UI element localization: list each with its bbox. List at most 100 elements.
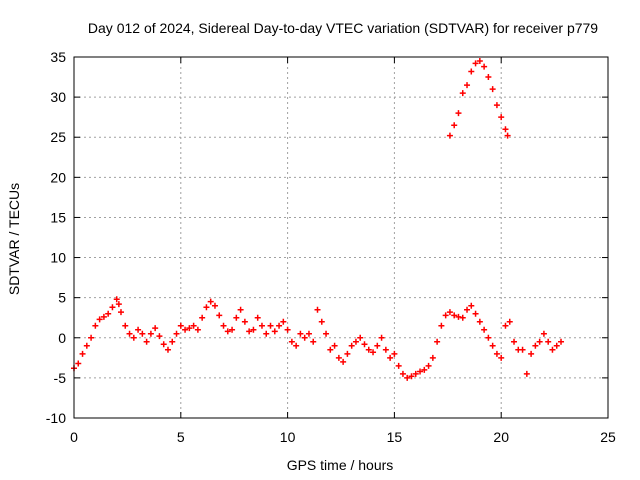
x-tick-label: 5: [177, 429, 185, 445]
data-point: [523, 370, 530, 377]
data-point: [489, 86, 496, 93]
data-point: [425, 362, 432, 369]
data-point: [143, 338, 150, 345]
data-point: [229, 326, 236, 333]
data-point: [276, 322, 283, 329]
data-point: [417, 368, 424, 375]
data-point: [152, 325, 159, 332]
data-point: [481, 326, 488, 333]
y-tick-label: 0: [58, 330, 66, 346]
data-point: [472, 60, 479, 67]
data-point: [344, 350, 351, 357]
data-point: [280, 318, 287, 325]
data-point: [395, 362, 402, 369]
y-tick-label: 5: [58, 290, 66, 306]
data-point: [481, 63, 488, 70]
data-point: [442, 312, 449, 319]
data-point: [288, 338, 295, 345]
data-point: [374, 342, 381, 349]
data-point: [489, 342, 496, 349]
data-point: [434, 338, 441, 345]
data-point: [75, 360, 82, 367]
data-point: [267, 322, 274, 329]
data-point: [506, 318, 513, 325]
data-point: [335, 354, 342, 361]
data-point: [493, 102, 500, 109]
data-point: [220, 322, 227, 329]
data-point: [340, 358, 347, 365]
data-point: [160, 341, 167, 348]
x-tick-label: 0: [70, 429, 78, 445]
data-point: [211, 302, 218, 309]
data-point: [122, 322, 129, 329]
data-point: [382, 346, 389, 353]
data-point: [485, 334, 492, 341]
data-point: [96, 316, 103, 323]
axes: 0 5 10 15 20 25 -10 -5 0 5 10 15 20 25 30 35: [46, 49, 616, 445]
data-point: [216, 312, 223, 319]
data-point: [391, 350, 398, 357]
data-point: [352, 338, 359, 345]
data-point: [113, 296, 120, 303]
data-point: [318, 318, 325, 325]
data-point: [314, 306, 321, 313]
data-point: [528, 350, 535, 357]
data-point: [348, 342, 355, 349]
plot-frame: [73, 56, 609, 419]
data-point: [408, 373, 415, 380]
data-point: [536, 338, 543, 345]
x-tick-label: 20: [493, 429, 509, 445]
data-point: [241, 318, 248, 325]
y-tick-label: 10: [50, 250, 66, 266]
data-point: [558, 338, 565, 345]
x-axis-label: GPS time / hours: [287, 457, 394, 473]
data-point: [549, 346, 556, 353]
data-point: [246, 328, 253, 335]
data-point: [545, 338, 552, 345]
series-layer: [71, 58, 565, 381]
data-point: [203, 304, 210, 311]
data-point: [105, 310, 112, 317]
data-point: [429, 354, 436, 361]
data-point: [404, 374, 411, 381]
data-point: [451, 312, 458, 319]
data-point: [464, 306, 471, 313]
data-point: [412, 370, 419, 377]
data-point: [115, 301, 122, 308]
data-point: [126, 330, 133, 337]
data-point: [263, 330, 270, 337]
data-point: [455, 313, 462, 320]
data-point: [553, 342, 560, 349]
data-point: [361, 341, 368, 348]
data-point: [88, 334, 95, 341]
data-point: [502, 322, 509, 329]
data-point: [438, 322, 445, 329]
data-point: [173, 330, 180, 337]
x-tick-label: 10: [280, 429, 296, 445]
data-point: [83, 342, 90, 349]
y-tick-label: 30: [50, 89, 66, 105]
data-point: [476, 58, 483, 65]
y-tick-label: 25: [50, 129, 66, 145]
data-point: [310, 338, 317, 345]
data-point: [305, 330, 312, 337]
data-point: [493, 350, 500, 357]
y-tick-label: -10: [46, 410, 66, 426]
data-point: [284, 326, 291, 333]
data-point: [250, 326, 257, 333]
data-point: [169, 338, 176, 345]
data-point: [258, 322, 265, 329]
data-point: [186, 325, 193, 332]
data-series: [446, 58, 511, 139]
y-axis-label: SDTVAR / TECUs: [6, 183, 22, 295]
data-point: [370, 349, 377, 356]
data-point: [147, 330, 154, 337]
data-point: [301, 334, 308, 341]
data-point: [199, 314, 206, 321]
data-point: [117, 309, 124, 316]
data-point: [365, 346, 372, 353]
data-point: [446, 309, 453, 316]
data-point: [498, 354, 505, 361]
data-point: [459, 314, 466, 321]
